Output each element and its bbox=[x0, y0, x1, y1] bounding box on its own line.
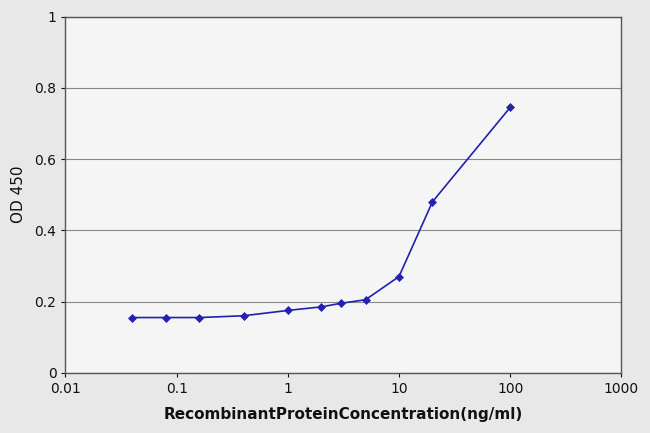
Y-axis label: OD 450: OD 450 bbox=[11, 166, 26, 223]
X-axis label: RecombinantProteinConcentration(ng/ml): RecombinantProteinConcentration(ng/ml) bbox=[164, 407, 523, 422]
